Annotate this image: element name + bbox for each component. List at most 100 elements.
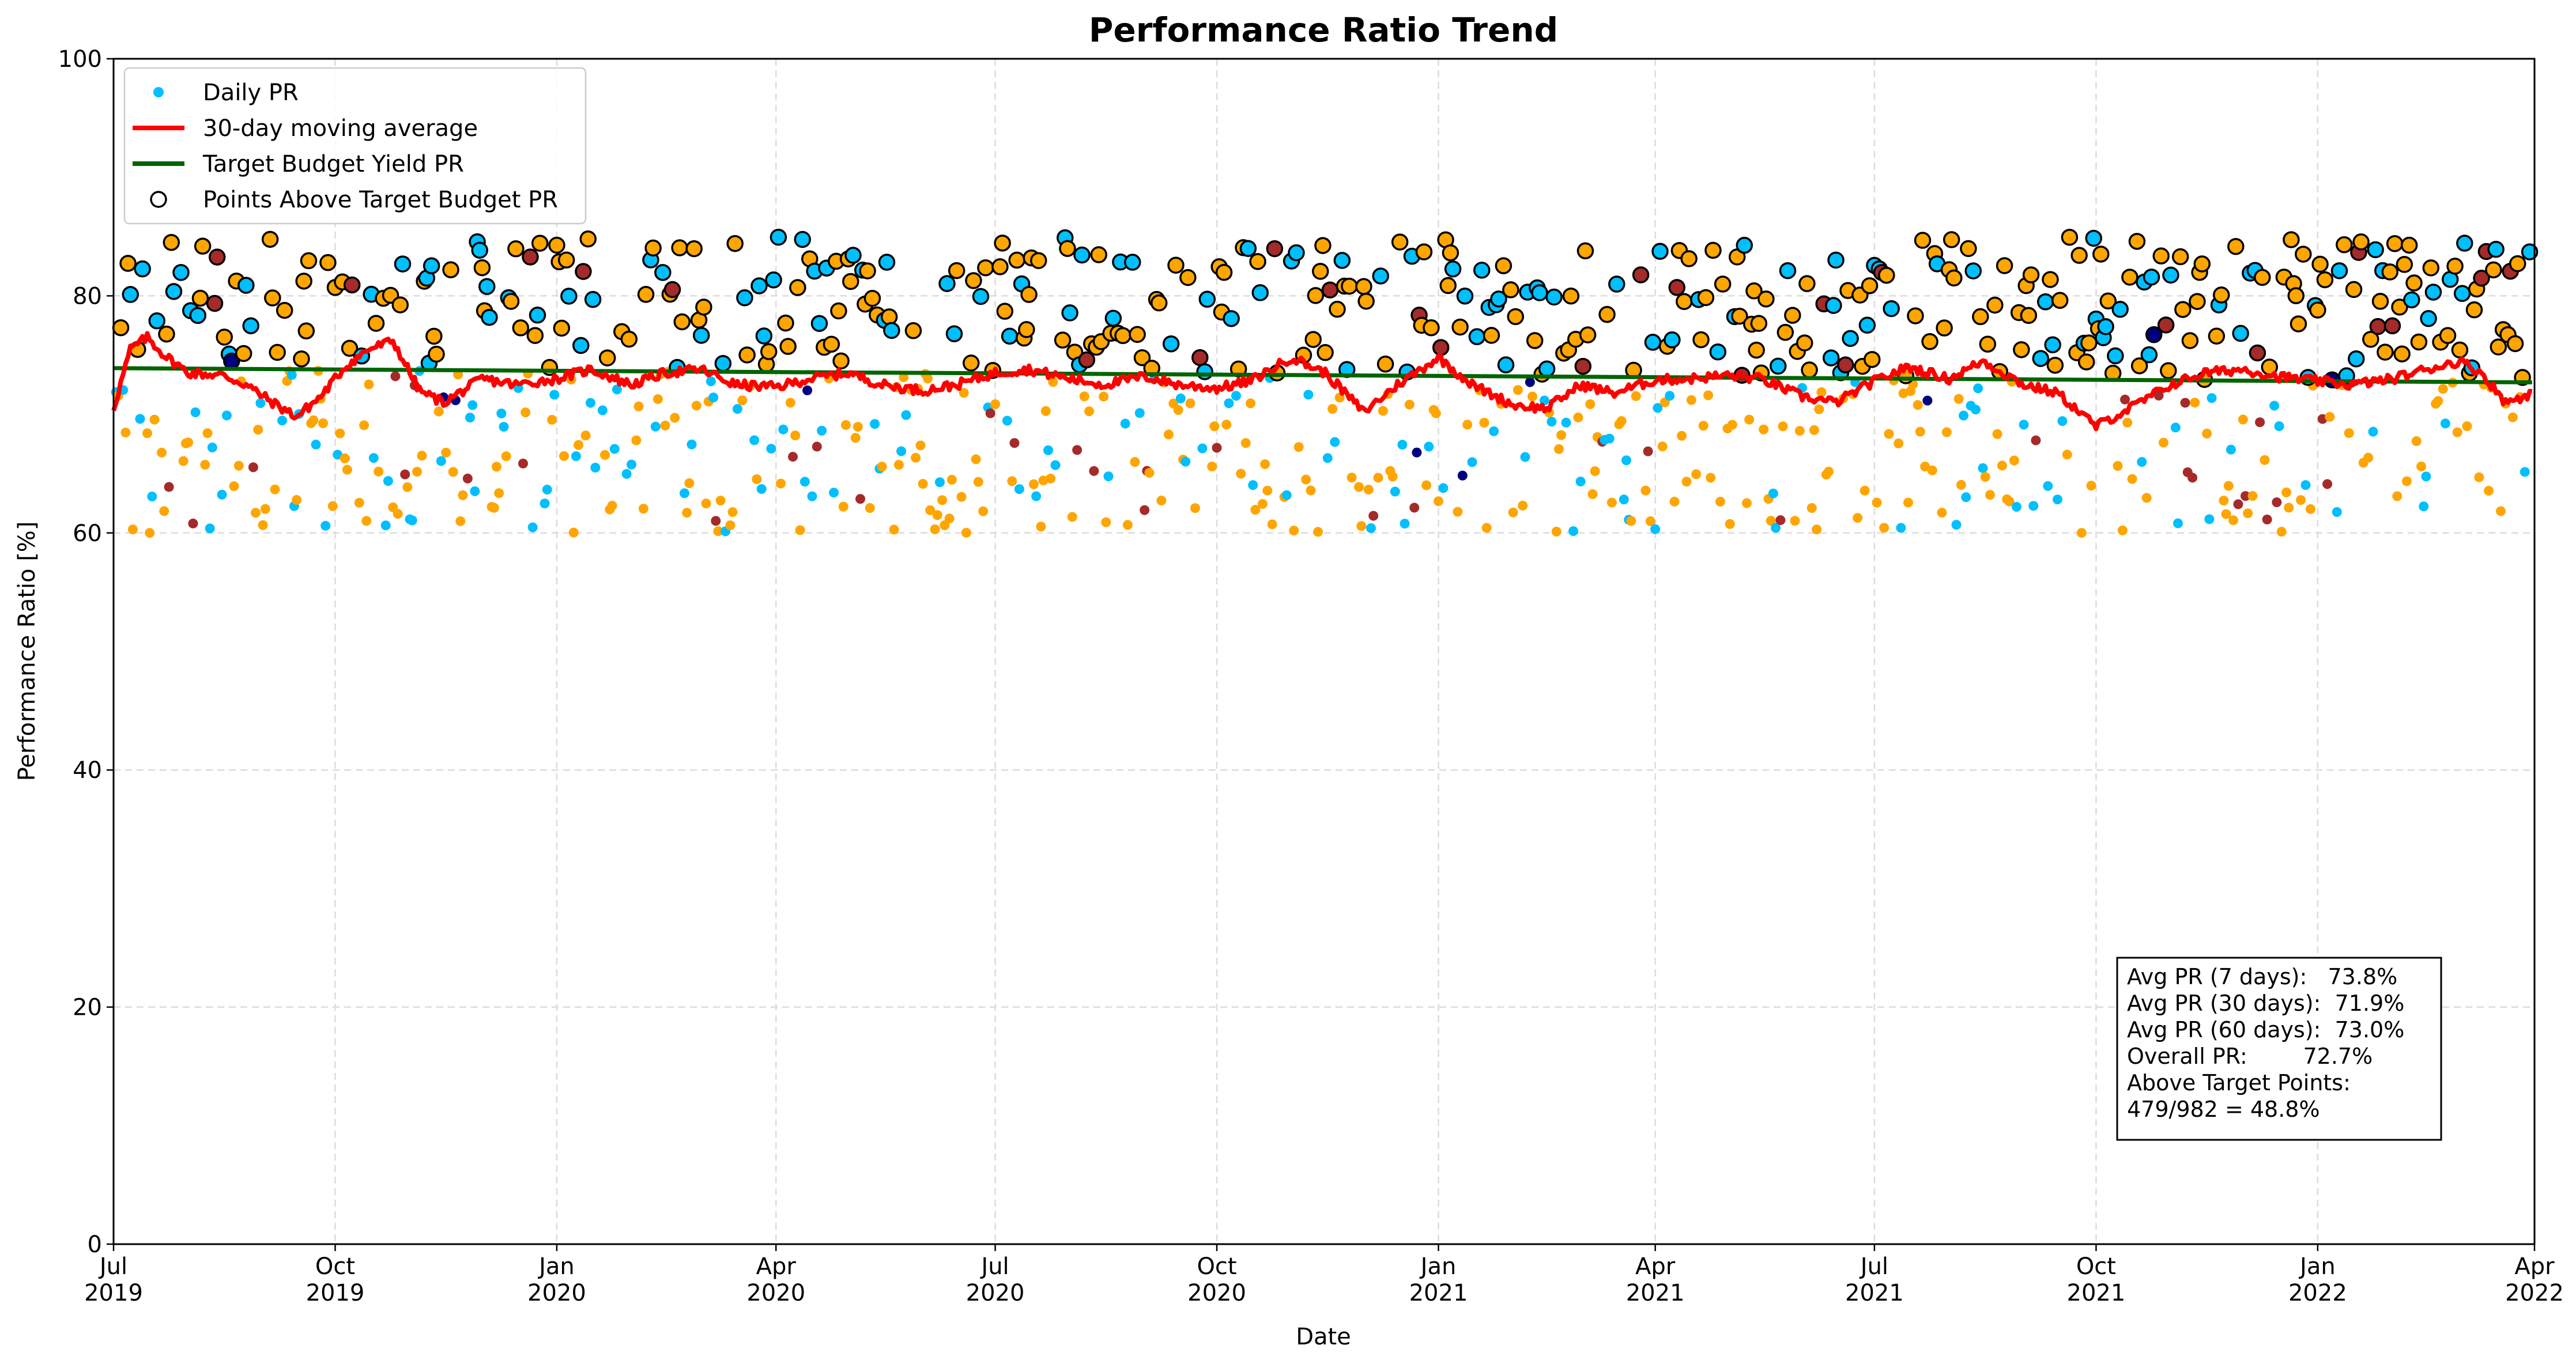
above-target-point xyxy=(1456,288,1474,305)
daily-pr-point xyxy=(1412,447,1422,458)
daily-pr-point xyxy=(1853,513,1863,523)
above-target-point xyxy=(1579,326,1597,343)
x-tick-year: 2020 xyxy=(1187,1280,1246,1306)
daily-pr-point xyxy=(985,408,995,418)
daily-pr-point xyxy=(559,451,569,461)
above-target-point xyxy=(1986,296,2004,314)
daily-pr-point xyxy=(932,510,942,520)
x-tick-label: Apr xyxy=(756,1253,797,1280)
above-target-point xyxy=(1288,244,1305,262)
above-target-point xyxy=(1779,262,1797,279)
y-tick-label: 40 xyxy=(73,757,102,784)
above-target-point xyxy=(2386,235,2404,252)
daily-pr-point xyxy=(145,528,155,538)
daily-pr-point xyxy=(221,410,232,421)
daily-pr-point xyxy=(2204,514,2215,524)
above-target-point xyxy=(2085,229,2102,247)
above-target-point xyxy=(189,307,207,324)
daily-pr-point xyxy=(1067,512,1077,522)
above-target-point xyxy=(671,239,688,256)
daily-pr-point xyxy=(1686,395,1696,405)
legend-label: Target Budget Yield PR xyxy=(202,151,464,177)
plot-frame xyxy=(112,58,2536,1245)
above-target-point xyxy=(1018,321,1035,338)
above-target-point xyxy=(572,337,590,354)
above-target-point xyxy=(295,273,312,290)
above-target-point xyxy=(844,247,862,264)
above-target-point xyxy=(991,258,1009,275)
above-target-point xyxy=(512,319,530,337)
above-target-point xyxy=(863,289,881,307)
above-target-point xyxy=(1748,341,1765,359)
stats-line: Above Target Points: xyxy=(2127,1070,2351,1095)
daily-pr-point xyxy=(1812,524,1822,535)
above-target-point xyxy=(1861,277,1879,294)
daily-pr-point xyxy=(1790,516,1800,526)
above-target-point xyxy=(765,271,782,289)
daily-pr-point xyxy=(682,508,692,518)
daily-pr-point xyxy=(701,498,711,509)
above-target-point xyxy=(261,231,279,248)
daily-pr-point xyxy=(889,524,899,535)
above-target-point xyxy=(830,302,847,320)
legend: Daily PR 30-day moving average Target Budg… xyxy=(123,67,587,225)
daily-pr-point xyxy=(1953,394,1964,404)
above-target-point xyxy=(1391,233,1409,251)
daily-pr-point xyxy=(1959,410,1969,421)
daily-pr-point xyxy=(568,527,579,538)
daily-pr-point xyxy=(1872,497,1882,508)
daily-pr-point xyxy=(320,520,331,531)
above-target-point xyxy=(1943,231,1960,248)
above-target-point xyxy=(526,327,544,344)
daily-pr-point xyxy=(1481,523,1492,533)
above-target-point xyxy=(1945,269,1963,287)
daily-pr-point xyxy=(621,468,632,479)
above-target-point xyxy=(1073,246,1091,264)
above-target-point xyxy=(2227,238,2245,255)
daily-pr-point xyxy=(1725,519,1735,529)
daily-pr-point xyxy=(1462,420,1473,430)
daily-pr-point xyxy=(2009,455,2019,466)
daily-pr-point xyxy=(1814,404,1824,414)
daily-pr-point xyxy=(1134,408,1145,418)
daily-pr-point xyxy=(1007,476,1017,486)
above-target-point xyxy=(2371,293,2389,310)
above-target-point xyxy=(112,319,130,337)
above-target-point xyxy=(2160,362,2177,380)
above-target-point xyxy=(2309,301,2326,319)
above-target-point xyxy=(560,288,578,305)
above-target-point xyxy=(1526,332,1544,349)
above-target-point xyxy=(1215,263,1233,281)
above-target-point xyxy=(1827,251,1845,269)
daily-pr-point xyxy=(684,478,695,488)
daily-pr-point xyxy=(202,428,213,439)
above-target-point xyxy=(1507,308,1524,326)
daily-pr-point xyxy=(159,506,169,516)
daily-pr-point xyxy=(2421,471,2431,482)
above-target-point xyxy=(1468,328,1486,346)
above-target-point xyxy=(119,255,137,272)
daily-pr-point xyxy=(2262,514,2272,524)
daily-pr-point xyxy=(1373,473,1383,483)
daily-pr-point xyxy=(959,388,969,398)
daily-pr-point xyxy=(930,524,940,534)
daily-pr-point xyxy=(1766,516,1776,526)
daily-pr-point xyxy=(1421,480,1432,490)
above-target-point xyxy=(208,248,226,266)
daily-pr-point xyxy=(1518,500,1528,511)
above-target-point xyxy=(810,315,828,333)
daily-pr-point xyxy=(2228,515,2239,526)
daily-pr-point xyxy=(2053,494,2063,505)
daily-pr-point xyxy=(149,414,160,425)
daily-pr-point xyxy=(802,385,813,395)
above-target-point xyxy=(1059,240,1076,257)
daily-pr-point xyxy=(2474,472,2484,482)
above-target-point xyxy=(770,228,787,246)
daily-pr-point xyxy=(1778,421,1788,432)
x-axis-ticks: Jul2019Oct2019Jan2020Apr2020Jul2020Oct20… xyxy=(84,1244,2564,1306)
daily-pr-point xyxy=(205,523,215,534)
daily-pr-point xyxy=(2507,412,2518,422)
legend-box xyxy=(123,67,587,225)
daily-pr-point xyxy=(248,462,258,473)
above-target-point xyxy=(1972,308,1989,326)
